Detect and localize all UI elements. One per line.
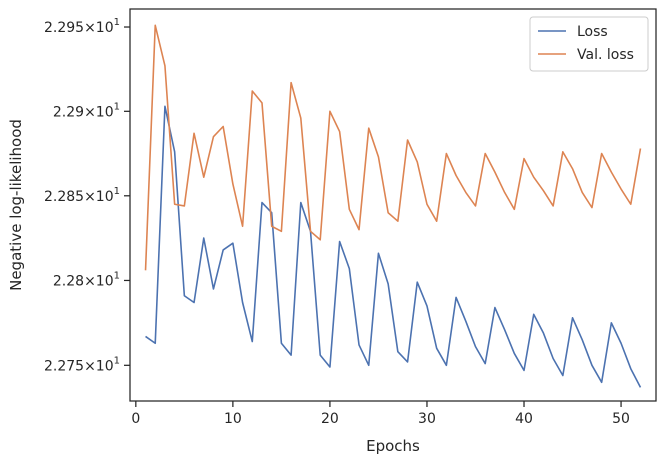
y-tick-times: × — [84, 20, 96, 36]
y-tick-exponent: 1 — [114, 270, 120, 281]
y-tick-base: 10 — [96, 358, 114, 374]
y-tick-exponent: 1 — [114, 17, 120, 28]
legend-label: Loss — [577, 24, 608, 40]
x-tick-label: 0 — [131, 411, 140, 427]
y-tick-label: 2.275×101 — [44, 355, 120, 374]
y-tick-mantissa: 2.295 — [44, 20, 84, 36]
y-tick-times: × — [84, 273, 96, 289]
x-axis: 0 10 20 30 40 50 — [131, 401, 630, 427]
y-tick-label: 2.285×101 — [44, 186, 120, 205]
y-tick-label: 2.28×101 — [53, 270, 120, 289]
y-tick-base: 10 — [96, 273, 114, 289]
x-tick-label: 40 — [515, 411, 533, 427]
y-tick-base: 10 — [96, 104, 114, 120]
y-axis-label: Negative log-likelihood — [7, 119, 25, 291]
series-line-loss — [145, 105, 642, 388]
y-tick-mantissa: 2.29 — [53, 104, 84, 120]
y-tick-times: × — [84, 358, 96, 374]
legend: Loss Val. loss — [529, 16, 649, 72]
x-tick-label: 50 — [612, 411, 630, 427]
y-axis: 2.275×1012.28×1012.285×1012.29×1012.295×… — [44, 17, 130, 374]
x-tick-label: 10 — [224, 411, 242, 427]
y-tick-mantissa: 2.28 — [53, 273, 84, 289]
y-tick-base: 10 — [96, 189, 114, 205]
x-tick-label: 30 — [418, 411, 436, 427]
y-tick-label: 2.29×101 — [53, 101, 120, 120]
series-line-val-loss — [144, 24, 642, 271]
y-tick-times: × — [84, 189, 96, 205]
y-tick-exponent: 1 — [114, 101, 120, 112]
legend-label: Val. loss — [577, 47, 634, 63]
x-tick-label: 20 — [321, 411, 339, 427]
y-tick-mantissa: 2.285 — [44, 189, 84, 205]
y-tick-exponent: 1 — [114, 355, 120, 366]
y-tick-base: 10 — [96, 20, 114, 36]
x-axis-label: Epochs — [366, 437, 420, 455]
plot-frame — [129, 8, 657, 402]
y-tick-exponent: 1 — [114, 186, 120, 197]
y-tick-label: 2.295×101 — [44, 17, 120, 36]
series-lines — [144, 24, 642, 388]
y-tick-mantissa: 2.275 — [44, 358, 84, 374]
y-tick-times: × — [84, 104, 96, 120]
